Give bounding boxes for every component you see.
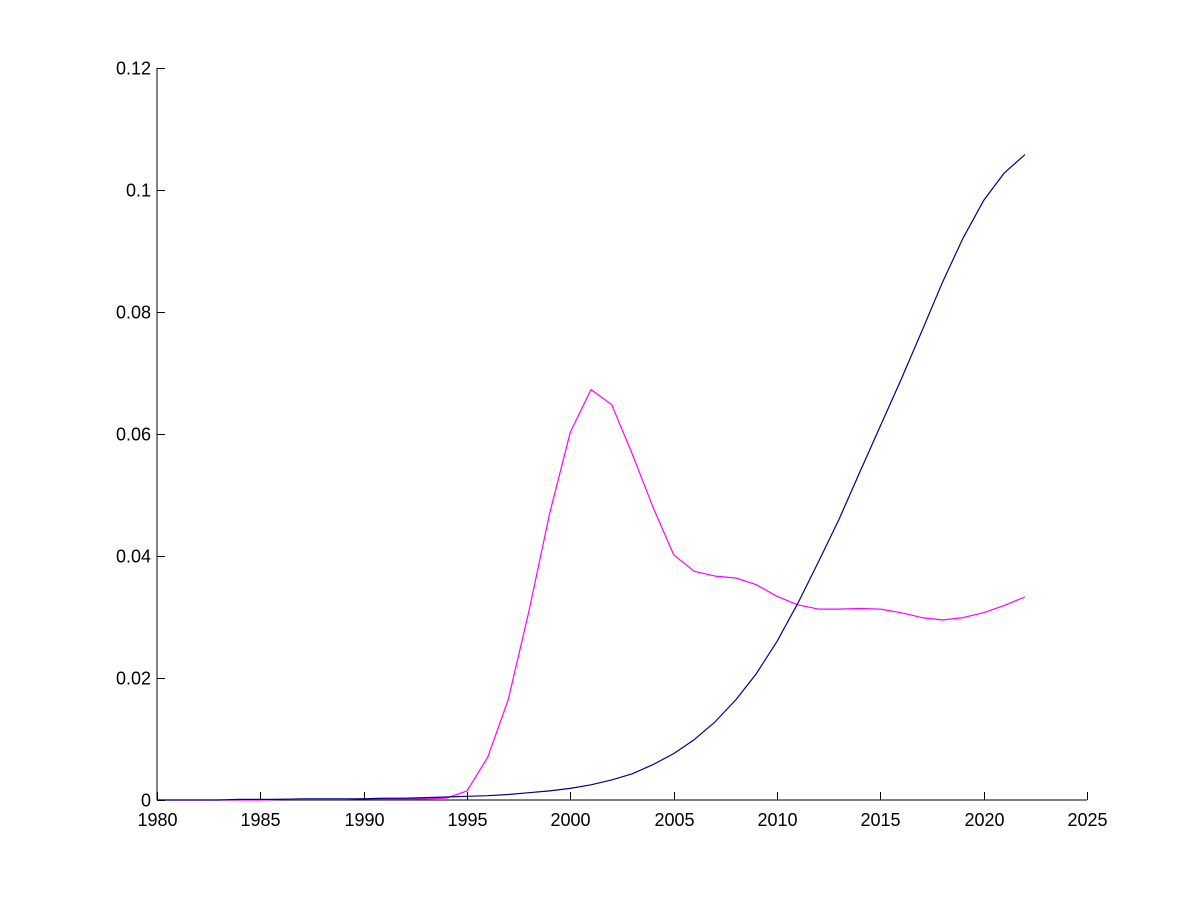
x-tick-label: 1995 — [447, 810, 487, 830]
y-tick-label: 0.02 — [116, 669, 151, 689]
x-tick-label: 2025 — [1067, 810, 1107, 830]
x-tick-label: 2015 — [860, 810, 900, 830]
y-tick-label: 0.1 — [126, 181, 151, 201]
y-tick-label: 0.08 — [116, 303, 151, 323]
x-tick-label: 1985 — [240, 810, 280, 830]
x-tick-label: 2005 — [654, 810, 694, 830]
series-line-2 — [157, 154, 1026, 801]
x-tick-label: 1990 — [344, 810, 384, 830]
y-tick-label: 0.12 — [116, 59, 151, 79]
y-tick-label: 0 — [141, 791, 151, 811]
y-tick-label: 0.06 — [116, 425, 151, 445]
y-axis-ticks: 0 0.02 0.04 0.06 0.08 0.1 0.12 — [116, 59, 165, 811]
x-tick-label: 2010 — [757, 810, 797, 830]
series-layer — [157, 154, 1026, 801]
axes — [156, 68, 1087, 801]
x-axis-ticks: 1980 1985 1990 1995 2000 2005 2010 2015 2020 2025 — [137, 792, 1108, 830]
y-tick-label: 0.04 — [116, 547, 151, 567]
series-line-1 — [157, 388, 1026, 801]
x-tick-label: 2000 — [550, 810, 590, 830]
x-tick-label: 2020 — [964, 810, 1004, 830]
x-tick-label: 1980 — [137, 810, 177, 830]
